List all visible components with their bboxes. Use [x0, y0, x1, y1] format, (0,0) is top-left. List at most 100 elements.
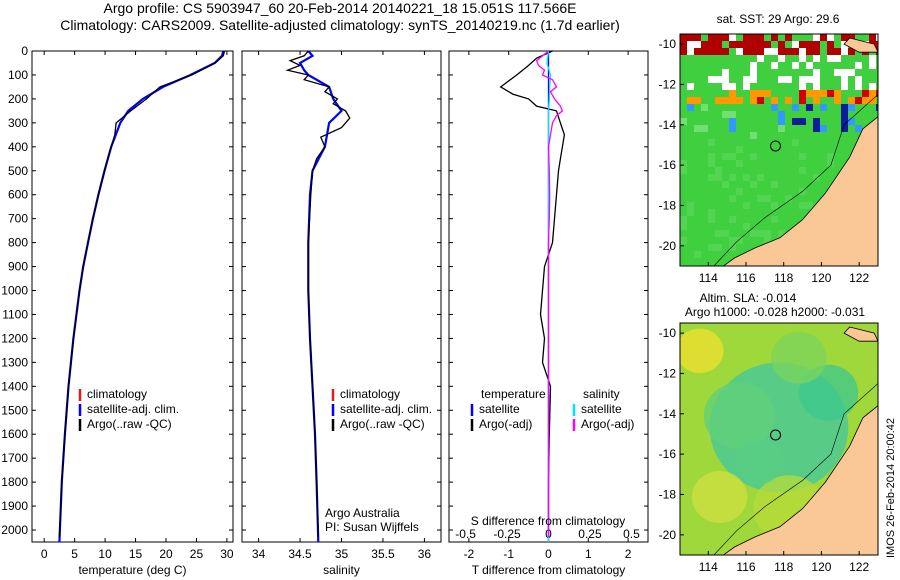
- map-y-tick-label: -18: [659, 198, 677, 212]
- y-tick-label: 100: [8, 68, 28, 82]
- sst-cell: [848, 97, 855, 104]
- sst-cell: [848, 34, 855, 41]
- title-line-1: Argo profile: CS 5903947_60 20-Feb-2014 …: [103, 0, 577, 16]
- sst-cell: [694, 97, 701, 104]
- sst-cell: [834, 90, 841, 97]
- sst-cell: [799, 83, 806, 90]
- x-tick-label: 15: [129, 547, 143, 561]
- legend-label: Argo(..raw -QC): [87, 417, 172, 431]
- sst-cell: [694, 34, 701, 41]
- sst-cell: [708, 174, 715, 181]
- map-x-tick-label: 118: [774, 271, 793, 285]
- sst-cell: [729, 174, 736, 181]
- salinity-panel: 34 34.5 35 35.5 36 salinity climatologysatelli…: [241, 50, 442, 577]
- sst-cell: [841, 48, 848, 55]
- y-tick-label: 1800: [1, 475, 28, 489]
- sst-cell: [806, 62, 813, 69]
- sst-cell: [813, 34, 820, 41]
- sst-cell: [680, 48, 687, 55]
- sst-cell: [757, 90, 764, 97]
- map-bottom-title-1: Altim. SLA: -0.014: [700, 291, 797, 305]
- sst-cell: [841, 104, 848, 111]
- argo-position-marker: [770, 140, 782, 152]
- legend-label: climatology: [87, 387, 147, 401]
- sst-cell: [855, 62, 862, 69]
- sst-cell: [855, 97, 862, 104]
- sst-cell: [715, 76, 722, 83]
- sst-cell: [785, 48, 792, 55]
- sst-cell: [792, 139, 799, 146]
- land-mass: [722, 116, 878, 266]
- isobath-line: [713, 383, 878, 555]
- sst-cell: [792, 104, 799, 111]
- sst-cell: [743, 76, 750, 83]
- sst-cell: [792, 48, 799, 55]
- y-tick-label: 1300: [1, 355, 28, 369]
- map-y-tick-label: -20: [659, 239, 677, 253]
- y-tick-label: 1500: [1, 403, 28, 417]
- sst-cell: [792, 62, 799, 69]
- sst-cell: [729, 118, 736, 125]
- sst-cell: [708, 76, 715, 83]
- sst-cell: [743, 48, 750, 55]
- sst-cell: [722, 230, 729, 237]
- sst-cell: [743, 83, 750, 90]
- sst-cell: [729, 90, 736, 97]
- sst-cell: [750, 76, 757, 83]
- sst-cell: [799, 55, 806, 62]
- sst-cell: [799, 118, 806, 125]
- sst-cell: [820, 90, 827, 97]
- map-field: [680, 323, 878, 555]
- map-x-tick-label: 122: [849, 271, 869, 285]
- isobath-line: [713, 94, 878, 266]
- sst-cell: [743, 223, 750, 230]
- sst-cell: [750, 153, 757, 160]
- map-y-tick-label: -20: [659, 528, 677, 542]
- sst-cell: [708, 41, 715, 48]
- sst-cell: [806, 104, 813, 111]
- sst-cell: [729, 111, 736, 118]
- credit-line-2: PI: Susan Wijffels: [325, 520, 419, 534]
- sst-cell: [806, 202, 813, 209]
- sla-map: 114 116 118 120 122 -10 -12 -14 -16 -18 -20: [659, 322, 879, 574]
- sst-cell: [876, 104, 878, 111]
- plot-frame: [241, 50, 442, 543]
- sst-cell: [750, 181, 757, 188]
- sst-cell: [806, 48, 813, 55]
- sst-cell: [813, 90, 820, 97]
- sst-cell: [862, 97, 869, 104]
- sst-cell: [785, 76, 792, 83]
- sst-cell: [680, 223, 687, 230]
- sst-cell: [687, 41, 694, 48]
- sst-cell: [771, 202, 778, 209]
- sst-cell: [687, 34, 694, 41]
- sst-cell: [708, 139, 715, 146]
- map-y-tick-label: -14: [659, 407, 677, 421]
- sst-cell: [827, 41, 834, 48]
- sst-cell: [729, 41, 736, 48]
- y-tick-label: 500: [8, 164, 28, 178]
- x2-tick-label: -0.5: [455, 527, 476, 541]
- sst-cell: [736, 41, 743, 48]
- sst-cell: [785, 34, 792, 41]
- sst-cell: [736, 97, 743, 104]
- sst-cell: [785, 97, 792, 104]
- y-tick-label: 1400: [1, 379, 28, 393]
- sst-cell: [694, 251, 701, 258]
- sst-cell: [715, 34, 722, 41]
- sst-cell: [708, 48, 715, 55]
- sst-cell: [841, 83, 848, 90]
- figure-title: Argo profile: CS 5903947_60 20-Feb-2014 …: [0, 0, 680, 34]
- sst-cell: [813, 174, 820, 181]
- title-line-2: Climatology: CARS2009. Satellite-adjuste…: [60, 17, 620, 33]
- sst-cell: [722, 83, 729, 90]
- sst-cell: [813, 55, 820, 62]
- s-diff-label: S difference from climatology: [471, 514, 626, 528]
- sst-cell: [750, 97, 757, 104]
- sst-cell: [722, 48, 729, 55]
- sst-cell: [757, 97, 764, 104]
- sst-cell: [729, 34, 736, 41]
- sst-cell: [743, 41, 750, 48]
- sst-cell: [841, 118, 848, 125]
- sst-cell: [743, 202, 750, 209]
